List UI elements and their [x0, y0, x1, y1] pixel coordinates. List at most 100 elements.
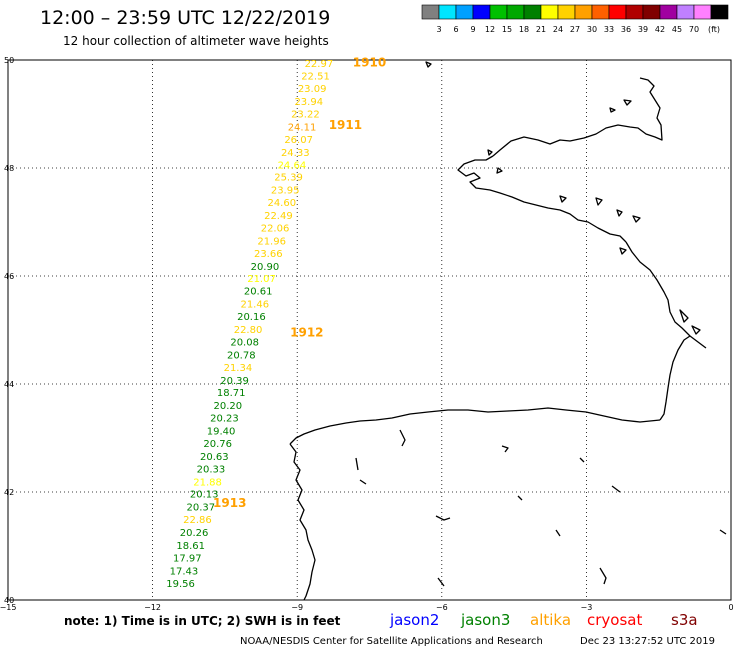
wave-height-label: 18.71 — [217, 388, 246, 399]
y-tick-label: 46 — [4, 272, 14, 281]
wave-height-label: 20.20 — [213, 401, 242, 412]
y-tick-label: 42 — [4, 488, 14, 497]
footer-credit: NOAA/NESDIS Center for Satellite Applica… — [240, 636, 543, 647]
wave-height-label: 20.39 — [220, 376, 249, 387]
colorbar-swatch — [591, 4, 610, 20]
wave-height-label: 26.07 — [284, 135, 313, 146]
color-scale-legend: 3 6 9 12 15 18 21 24 27 30 33 36 39 42 45 70 (ft) — [421, 4, 729, 34]
island — [487, 149, 493, 156]
wave-height-label: 19.40 — [207, 427, 236, 438]
wave-height-label: 22.06 — [261, 223, 290, 234]
island — [559, 195, 567, 203]
pass-time-label: 1910 — [353, 56, 386, 70]
footer-timestamp: Dec 23 13:27:52 UTC 2019 — [580, 636, 715, 647]
colorbar-label: 3 — [436, 25, 441, 34]
wave-height-label: 20.23 — [210, 414, 239, 425]
wave-height-label: 20.63 — [200, 452, 229, 463]
satellite-name: jason3 — [460, 611, 510, 629]
colorbar-label: 24 — [553, 25, 563, 34]
y-tick-label: 50 — [4, 56, 14, 65]
map-title: 12:00 – 23:59 UTC 12/22/2019 — [40, 7, 330, 29]
x-tick-label: 0 — [728, 603, 733, 612]
colorbar-label: 21 — [536, 25, 546, 34]
x-tick-label: −12 — [144, 603, 161, 612]
island — [679, 309, 689, 323]
wave-height-label: 22.80 — [234, 325, 263, 336]
x-tick-label: −3 — [581, 603, 593, 612]
wave-height-label: 24.64 — [278, 160, 307, 171]
island — [632, 215, 641, 223]
colorbar-label: 30 — [587, 25, 597, 34]
y-tick-label: 48 — [4, 164, 14, 173]
colorbar-label: 42 — [655, 25, 665, 34]
colorbar-label: 45 — [672, 25, 682, 34]
wave-height-label: 23.95 — [271, 186, 300, 197]
wave-height-label: 22.97 — [305, 59, 334, 70]
colorbar-label: 36 — [621, 25, 631, 34]
satellite-name: altika — [530, 611, 571, 629]
colorbar-swatch — [523, 4, 542, 20]
map-grid — [8, 60, 731, 600]
lake — [437, 577, 445, 587]
colorbar-swatch — [557, 4, 576, 20]
wave-height-label: 20.26 — [180, 528, 209, 539]
lake — [501, 445, 509, 453]
wave-height-label: 23.22 — [291, 110, 320, 121]
colorbar-label: 27 — [570, 25, 580, 34]
satellite-name: s3a — [671, 611, 698, 629]
colorbar-label: 70 — [689, 25, 699, 34]
biscay-coast — [625, 241, 707, 421]
colorbar-label: 39 — [638, 25, 648, 34]
colorbar-swatch — [438, 4, 457, 20]
lake — [355, 457, 359, 471]
lake — [399, 429, 406, 447]
wave-height-label: 20.33 — [197, 464, 226, 475]
colorbar-swatch — [693, 4, 712, 20]
plot-frame — [7, 59, 732, 601]
map-subtitle: 12 hour collection of altimeter wave hei… — [63, 34, 329, 48]
colorbar-label: 6 — [453, 25, 458, 34]
wave-height-label: 18.61 — [176, 541, 205, 552]
island — [616, 209, 623, 217]
iberia-west-coast — [289, 443, 316, 601]
wave-height-label: 23.09 — [298, 84, 327, 95]
coastline — [289, 61, 727, 601]
pass-time-label: 1913 — [213, 496, 246, 510]
lake — [517, 495, 523, 501]
wave-height-label: 21.34 — [224, 363, 253, 374]
wave-height-label: 22.49 — [264, 211, 293, 222]
wave-height-label: 21.46 — [240, 300, 269, 311]
colorbar-label: 12 — [485, 25, 495, 34]
colorbar-swatch — [574, 4, 593, 20]
colorbar-label: 18 — [519, 25, 529, 34]
colorbar-unit: (ft) — [708, 25, 720, 34]
wave-height-label: 23.66 — [254, 249, 283, 260]
wave-height-label: 25.39 — [274, 173, 303, 184]
wave-height-label: 21.07 — [247, 274, 276, 285]
island — [595, 197, 603, 206]
colorbar-swatch — [455, 4, 474, 20]
lake — [579, 457, 585, 463]
wave-height-label: 20.76 — [203, 439, 232, 450]
wave-height-label: 20.13 — [190, 490, 219, 501]
wave-height-label: 17.97 — [173, 553, 202, 564]
lake — [435, 515, 451, 521]
satellite-name: cryosat — [587, 611, 642, 629]
wave-height-label: 21.88 — [193, 477, 222, 488]
wave-height-label: 20.37 — [186, 503, 215, 514]
wave-height-label: 24.33 — [281, 148, 310, 159]
colorbar-swatch — [489, 4, 508, 20]
colorbar-swatch — [710, 4, 729, 20]
x-tick-label: −15 — [0, 603, 16, 612]
wave-height-label: 20.61 — [244, 287, 273, 298]
wave-height-label: 21.96 — [257, 236, 286, 247]
y-tick-label: 40 — [4, 596, 14, 605]
y-tick-label: 44 — [4, 380, 14, 389]
normandy-coast — [492, 77, 663, 157]
wave-height-label: 20.16 — [237, 312, 266, 323]
satellite-legend: jason2 jason3 altika cryosat s3a — [389, 611, 698, 629]
lake — [555, 529, 561, 537]
colorbar-label: 9 — [470, 25, 475, 34]
